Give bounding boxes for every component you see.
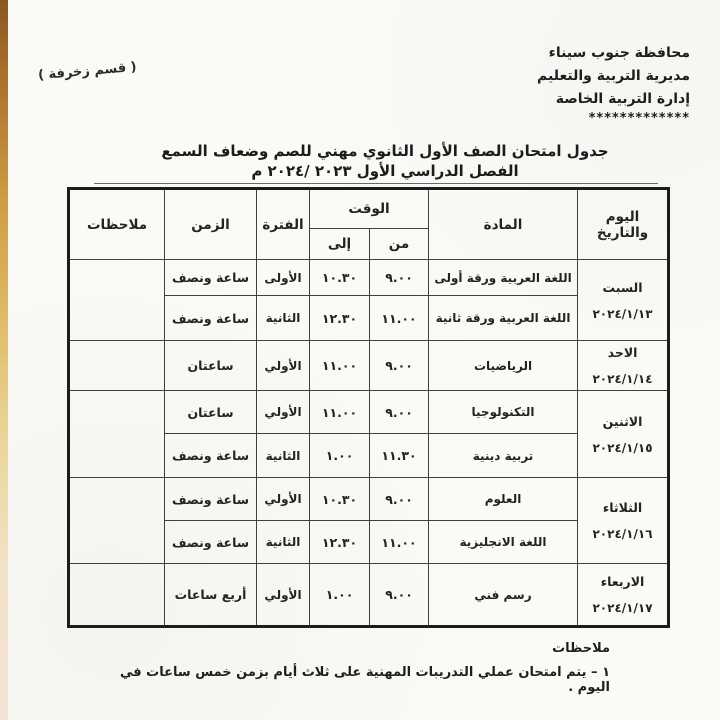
time-to-cell: ١٠.٣٠ — [308, 477, 371, 521]
day-name: السبت — [602, 279, 643, 295]
notes-cell — [68, 390, 165, 478]
table-row: الاثنين ٢٠٢٤/١/١٥ التكنولوجيا ٩.٠٠ ١١.٠٠… — [68, 390, 670, 478]
time-to-cell: ١٠.٣٠ — [308, 259, 371, 296]
period-cell: الأولى — [256, 259, 310, 296]
header-day-date: اليوم والتاريخ — [577, 188, 670, 260]
exam-schedule-table: اليوم والتاريخ المادة الوقت الفترة الزمن… — [67, 187, 671, 628]
day-date-cell-wednesday: الاربعاء ٢٠٢٤/١/١٧ — [577, 563, 670, 627]
duration-cell: ساعة ونصف — [164, 520, 257, 564]
day-name: الاربعاء — [600, 574, 645, 589]
duration-cell: ساعة ونصف — [164, 433, 257, 478]
period-cell: الأولي — [256, 477, 310, 521]
day-date-cell-monday: الاثنين ٢٠٢٤/١/١٥ — [577, 390, 670, 478]
subject-cell: اللغة العربية ورقة ثانية — [428, 295, 579, 341]
time-from-cell: ١١.٠٠ — [369, 520, 430, 564]
time-to-cell: ١.٠٠ — [308, 563, 371, 627]
time-from-cell: ١١.٣٠ — [369, 433, 430, 478]
period-cell: الأولي — [256, 340, 310, 391]
duration-cell: ساعة ونصف — [164, 295, 257, 341]
day-date: ٢٠٢٤/١/١٥ — [592, 440, 653, 455]
title-line-1: جدول امتحان الصف الأول الثانوي مهني للصم… — [161, 142, 609, 160]
time-from-cell: ٩.٠٠ — [369, 390, 430, 434]
day-date-cell-saturday: السبت ٢٠٢٤/١/١٣ — [577, 259, 670, 341]
header-subject: المادة — [428, 188, 579, 260]
org-header-block: محافظة جنوب سيناء مديرية التربية والتعلي… — [537, 42, 690, 127]
time-to-cell: ١٢.٣٠ — [308, 295, 371, 341]
time-to-cell: ١٢.٣٠ — [308, 520, 371, 564]
header-duration: الزمن — [164, 188, 257, 260]
duration-cell: ساعة ونصف — [164, 259, 257, 296]
day-date: ٢٠٢٤/١/١٧ — [592, 601, 653, 615]
table-row: الثلاثاء ٢٠٢٤/١/١٦ العلوم ٩.٠٠ ١٠.٣٠ الأ… — [68, 477, 670, 564]
document-title-block: جدول امتحان الصف الأول الثانوي مهني للصم… — [100, 141, 670, 181]
day-date: ٢٠٢٤/١/١٣ — [592, 306, 653, 321]
day-date: ٢٠٢٤/١/١٦ — [592, 527, 653, 541]
subject-cell: الرياضيات — [428, 340, 579, 391]
day-name: الاحد — [607, 345, 638, 360]
title-line-2: الفصل الدراسي الأول ٢٠٢٣ /٢٠٢٤ م — [251, 162, 519, 180]
period-cell: الثانية — [256, 295, 310, 341]
notes-cell — [68, 563, 165, 627]
period-cell: الأولي — [256, 563, 310, 627]
subject-cell: اللغة العربية ورقة أولى — [428, 259, 579, 296]
period-cell: الأولي — [256, 390, 310, 434]
subject-cell: اللغة الانجليزية — [428, 520, 579, 564]
header-from: من — [369, 228, 430, 260]
period-cell: الثانية — [256, 433, 310, 478]
table-header-row-1: اليوم والتاريخ المادة الوقت الفترة الزمن… — [68, 188, 670, 260]
notes-cell — [68, 477, 165, 564]
table-row: السبت ٢٠٢٤/١/١٣ اللغة العربية ورقة أولى … — [68, 259, 670, 341]
subject-cell: العلوم — [428, 477, 579, 521]
time-from-cell: ١١.٠٠ — [369, 295, 430, 341]
day-name: الثلاثاء — [602, 500, 643, 515]
day-date-cell-tuesday: الثلاثاء ٢٠٢٤/١/١٦ — [577, 477, 670, 564]
time-from-cell: ٩.٠٠ — [369, 477, 430, 521]
header-to: إلى — [308, 228, 371, 260]
subject-cell: رسم فني — [428, 563, 579, 627]
org-line-administration: إدارة التربية الخاصة — [555, 91, 690, 107]
duration-cell: أربع ساعات — [164, 563, 257, 627]
time-to-cell: ١١.٠٠ — [308, 340, 371, 391]
table-header-row-2: من إلى — [69, 228, 669, 260]
header-notes: ملاحظات — [68, 188, 165, 260]
day-name: الاثنين — [602, 413, 643, 429]
stars-separator: ************* — [588, 111, 690, 126]
table-row: اللغة العربية ورقة ثانية ١١.٠٠ ١٢.٣٠ الث… — [69, 295, 669, 341]
period-cell: الثانية — [256, 520, 310, 564]
duration-cell: ساعة ونصف — [164, 477, 257, 521]
time-to-cell: ١.٠٠ — [308, 433, 371, 478]
org-line-governorate: محافظة جنوب سيناء — [548, 45, 690, 61]
time-from-cell: ٩.٠٠ — [369, 563, 430, 627]
header-period: الفترة — [256, 188, 310, 260]
subject-cell: تربية دينية — [428, 433, 579, 478]
header-time: الوقت — [308, 188, 430, 229]
day-date: ٢٠٢٤/١/١٤ — [592, 372, 653, 386]
subject-cell: التكنولوجيا — [428, 390, 579, 434]
footer-notes-title: ملاحظات — [552, 641, 610, 656]
time-from-cell: ٩.٠٠ — [369, 340, 430, 391]
notes-cell — [68, 259, 165, 341]
footer-note-1: ١ – يتم امتحان عملي التدريبات المهنية عل… — [119, 665, 610, 695]
duration-cell: ساعتان — [164, 340, 257, 391]
table-row: الاربعاء ٢٠٢٤/١/١٧ رسم فني ٩.٠٠ ١.٠٠ الأ… — [68, 563, 670, 627]
day-date-cell-sunday: الاحد ٢٠٢٤/١/١٤ — [577, 340, 670, 391]
scan-edge-strip — [0, 0, 8, 720]
title-underline — [94, 183, 658, 184]
org-line-directorate: مديرية التربية والتعليم — [537, 68, 690, 84]
time-to-cell: ١١.٠٠ — [308, 390, 371, 434]
time-from-cell: ٩.٠٠ — [369, 259, 430, 296]
department-stamp: ( قسم زخرفة ) — [37, 59, 138, 84]
table-row: الاحد ٢٠٢٤/١/١٤ الرياضيات ٩.٠٠ ١١.٠٠ الأ… — [68, 340, 670, 391]
table-row: اللغة الانجليزية ١١.٠٠ ١٢.٣٠ الثانية ساع… — [69, 520, 669, 564]
notes-cell — [68, 340, 165, 391]
duration-cell: ساعتان — [164, 390, 257, 434]
